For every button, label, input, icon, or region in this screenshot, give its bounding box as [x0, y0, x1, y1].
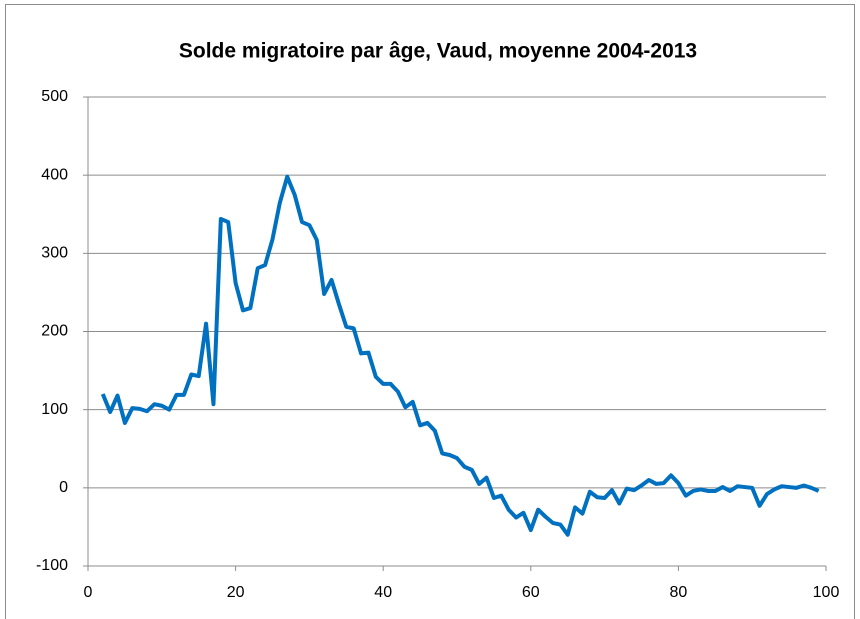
chart-title: Solde migratoire par âge, Vaud, moyenne … — [179, 40, 697, 63]
y-tick-label: -100 — [36, 557, 68, 574]
x-tick-label: 100 — [813, 584, 840, 601]
y-tick-label: 100 — [41, 401, 68, 418]
y-tick-label: 500 — [41, 88, 68, 105]
y-tick-label: 400 — [41, 166, 68, 183]
x-tick-label: 40 — [374, 584, 392, 601]
x-tick-label: 0 — [84, 584, 93, 601]
line-series — [100, 174, 820, 537]
y-tick-label: 0 — [59, 479, 68, 496]
chart-frame — [5, 4, 855, 619]
y-tick-label: 200 — [41, 323, 68, 340]
x-tick-label: 20 — [227, 584, 245, 601]
x-tick-label: 80 — [670, 584, 688, 601]
y-tick-label: 300 — [41, 245, 68, 262]
x-tick-label: 60 — [522, 584, 540, 601]
